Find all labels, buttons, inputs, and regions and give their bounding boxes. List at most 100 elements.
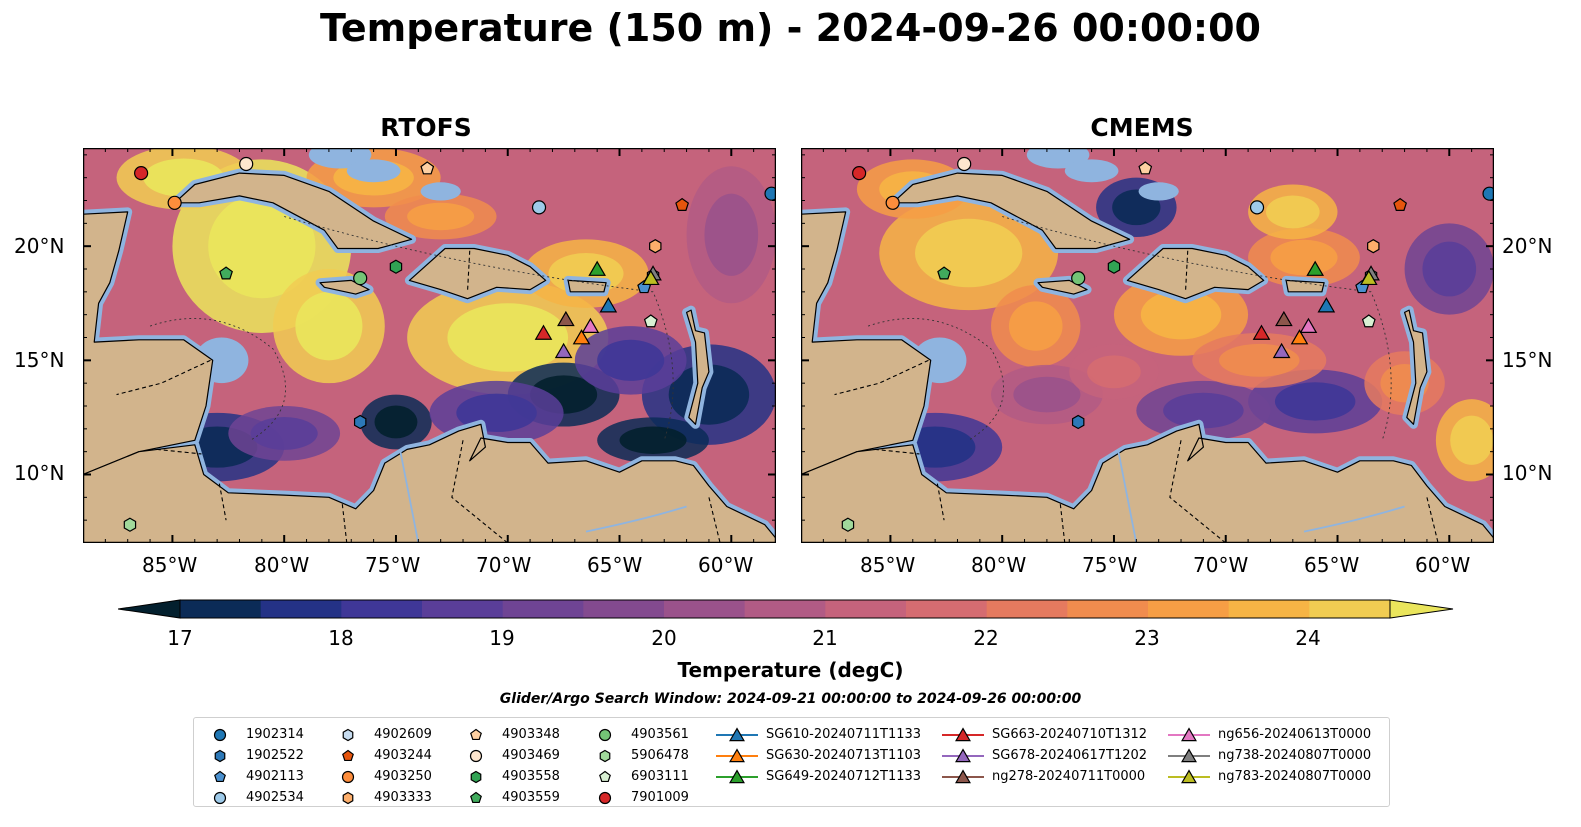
observation-marker-SG630-20240713T1103 xyxy=(572,329,591,345)
hexagon-marker-icon xyxy=(342,728,354,742)
rtofs-map xyxy=(83,148,776,543)
colorbar-tick-label: 19 xyxy=(489,626,515,650)
lon-tick-label: 75°W xyxy=(365,553,421,577)
colorbar-segment xyxy=(744,600,826,618)
observation-marker-4903333 xyxy=(649,238,662,254)
lat-tick-label-left: 15°N xyxy=(14,348,65,372)
pentagon-marker-icon xyxy=(470,728,482,741)
colorbar-segment xyxy=(986,600,1068,618)
observation-markers xyxy=(841,156,1494,532)
circle-marker-icon xyxy=(213,791,227,805)
colorbar-extend-low xyxy=(118,599,181,619)
observation-marker-4903561 xyxy=(1071,271,1086,286)
colorbar-tick-label: 20 xyxy=(651,626,677,650)
observation-marker-ng783-20240807T0000 xyxy=(1359,269,1378,286)
panel-title-cmems: CMEMS xyxy=(1090,113,1194,142)
land xyxy=(1126,247,1265,300)
country-border xyxy=(451,440,509,543)
observation-marker-ng656-20240613T0000 xyxy=(581,317,600,333)
colorbar-segment xyxy=(180,600,262,618)
depth-contour xyxy=(284,216,674,441)
pentagon-marker-icon xyxy=(214,770,226,783)
figure-title: Temperature (150 m) - 2024-09-26 00:00:0… xyxy=(319,6,1261,50)
legend-item-label: 4903469 xyxy=(502,748,560,763)
legend-item-label: ng783-20240807T0000 xyxy=(1218,769,1372,784)
temperature-blob-core xyxy=(704,193,759,276)
legend-item-label: ng278-20240711T0000 xyxy=(992,769,1146,784)
triangle-marker-icon xyxy=(729,748,745,763)
temperature-blob-core xyxy=(1013,376,1081,413)
hexagon-marker-icon xyxy=(599,749,611,763)
land xyxy=(1404,309,1428,425)
observation-marker-SG610-20240711T1133 xyxy=(599,297,618,313)
hexagon-marker-icon xyxy=(342,791,354,805)
land xyxy=(174,172,413,250)
circle-marker-icon xyxy=(469,749,483,763)
map-frame xyxy=(83,148,776,543)
lon-tick-label: 60°W xyxy=(698,553,754,577)
legend-item-label: 4902534 xyxy=(246,790,304,805)
legend-item-label: 6903111 xyxy=(631,769,689,784)
observation-marker-ng278-20240711T0000 xyxy=(1275,310,1293,327)
colorbar-segment xyxy=(825,600,907,618)
observation-marker-SG678-20240617T1202 xyxy=(1272,342,1291,359)
search-window-note: Glider/Argo Search Window: 2024-09-21 00… xyxy=(499,691,1082,707)
temperature-blob-core xyxy=(250,416,318,450)
observation-marker-1902314 xyxy=(764,186,776,201)
depth-contour xyxy=(1002,216,1392,441)
country-border xyxy=(874,448,920,455)
legend-item-label: SG678-20240617T1202 xyxy=(992,748,1148,763)
observation-marker-5906478 xyxy=(123,517,137,532)
observation-marker-4902534 xyxy=(531,200,547,215)
colorbar-title: Temperature (degC) xyxy=(677,658,904,682)
observation-marker-SG630-20240713T1103 xyxy=(1290,329,1309,345)
observation-marker-ng656-20240613T0000 xyxy=(1299,317,1318,333)
observation-marker-4903333 xyxy=(1367,238,1380,254)
observation-marker-4903348 xyxy=(1138,161,1153,175)
legend-item-label: 4903333 xyxy=(374,790,432,805)
temperature-blob-core xyxy=(1163,392,1244,429)
legend-item-label: SG663-20240710T1312 xyxy=(992,727,1148,742)
observation-marker-4903244 xyxy=(675,197,689,211)
temperature-blob-core xyxy=(1265,195,1320,229)
colorbar-segment xyxy=(1148,600,1230,618)
triangle-marker-icon xyxy=(729,769,745,784)
temperature-blob-core xyxy=(1008,301,1063,351)
land xyxy=(686,309,710,425)
circle-marker-icon xyxy=(213,728,227,742)
shallow-bank xyxy=(346,159,401,183)
observation-marker-4903559 xyxy=(937,266,951,280)
observation-marker-4903561 xyxy=(353,271,368,286)
lat-tick-label-left: 10°N xyxy=(14,461,65,485)
temperature-blob-core xyxy=(1270,239,1338,276)
observation-markers xyxy=(123,156,776,532)
observation-marker-SG663-20240710T1312 xyxy=(534,324,553,340)
observation-marker-1902314 xyxy=(1482,186,1494,201)
lat-tick-label-right: 15°N xyxy=(1502,348,1553,372)
pentagon-marker-icon xyxy=(599,770,611,783)
legend-item-label: 4902113 xyxy=(246,769,304,784)
colorbar xyxy=(118,599,1454,619)
observation-marker-4903348 xyxy=(420,161,435,175)
observation-marker-4903250 xyxy=(885,195,900,210)
observation-marker-SG678-20240617T1202 xyxy=(554,342,573,359)
colorbar-segment xyxy=(1309,600,1391,618)
colorbar-segment xyxy=(1228,600,1310,618)
observation-marker-4903469 xyxy=(957,156,972,172)
observation-marker-6903111 xyxy=(643,314,658,328)
colorbar-segment xyxy=(664,600,746,618)
colorbar-tick-label: 24 xyxy=(1295,626,1321,650)
colorbar-tick-label: 17 xyxy=(167,626,193,650)
colorbar-segment xyxy=(1067,600,1149,618)
lon-tick-label: 80°W xyxy=(971,553,1027,577)
observation-marker-4903469 xyxy=(239,156,254,172)
map-frame xyxy=(801,148,1494,543)
river xyxy=(1303,505,1405,533)
land xyxy=(892,172,1131,250)
observation-marker-SG649-20240712T1133 xyxy=(588,260,606,276)
colorbar-segment xyxy=(422,600,504,618)
lon-tick-label: 60°W xyxy=(1415,553,1471,577)
temperature-blob-core xyxy=(597,339,665,381)
legend-item-label: SG610-20240711T1133 xyxy=(766,727,922,742)
legend: 1902314 1902522 4902113 4902534 4902609 49032… xyxy=(193,717,1390,807)
